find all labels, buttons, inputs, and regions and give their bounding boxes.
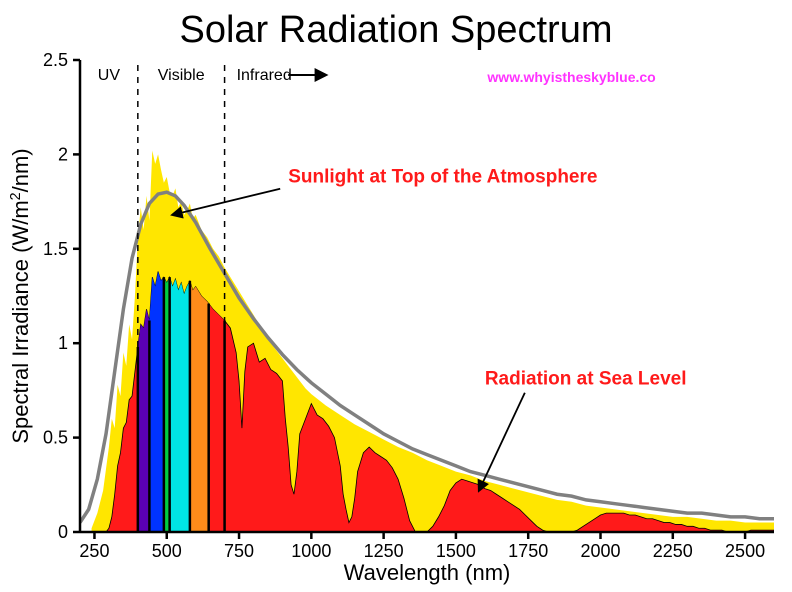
visible-band: [170, 60, 190, 532]
x-tick-label: 1500: [436, 541, 476, 561]
y-tick-label: 1.5: [43, 239, 68, 259]
y-tick-label: 0: [58, 522, 68, 542]
annotation-sea-level-label: Radiation at Sea Level: [485, 369, 687, 390]
y-axis-label: Spectral Irradiance (W/m2/nm): [8, 148, 33, 443]
region-label-uv: UV: [98, 67, 121, 84]
source-url: www.whyistheskyblue.co: [486, 69, 655, 85]
x-tick-label: 250: [79, 541, 109, 561]
x-axis-label: Wavelength (nm): [344, 560, 511, 585]
annotation-sea-level-arrow-icon: [479, 393, 525, 491]
x-tick-label: 1250: [364, 541, 404, 561]
x-tick-label: 2500: [725, 541, 765, 561]
region-label-infrared: Infrared: [237, 67, 292, 84]
x-tick-label: 2000: [580, 541, 620, 561]
region-label-visible: Visible: [158, 67, 205, 84]
annotation-top-atmosphere-label: Sunlight at Top of the Atmosphere: [288, 167, 597, 188]
annotation-top-atmosphere-arrow-icon: [173, 189, 281, 215]
y-tick-label: 2: [58, 144, 68, 164]
plot-area: [80, 60, 774, 532]
x-tick-label: 1750: [508, 541, 548, 561]
x-tick-label: 1000: [291, 541, 331, 561]
x-tick-label: 750: [224, 541, 254, 561]
visible-band: [149, 60, 163, 532]
x-tick-label: 2250: [653, 541, 693, 561]
solar-spectrum-chart: Solar Radiation Spectrum2505007501000125…: [0, 0, 792, 592]
chart-title: Solar Radiation Spectrum: [180, 9, 613, 51]
y-tick-label: 2.5: [43, 50, 68, 70]
y-tick-label: 0.5: [43, 428, 68, 448]
y-tick-label: 1: [58, 333, 68, 353]
x-tick-label: 500: [152, 541, 182, 561]
